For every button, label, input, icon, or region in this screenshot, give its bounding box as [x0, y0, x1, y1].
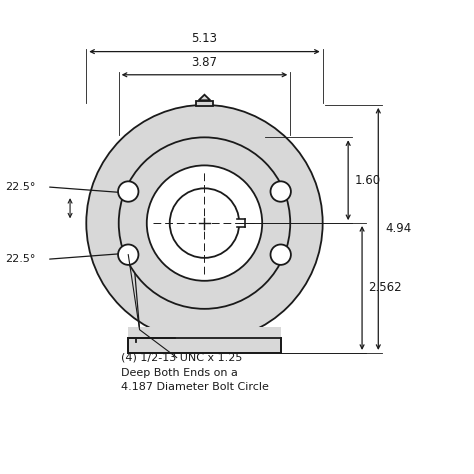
Circle shape [118, 182, 138, 202]
Circle shape [170, 188, 239, 258]
Polygon shape [199, 95, 210, 100]
Bar [196, 101, 213, 106]
Circle shape [118, 245, 138, 265]
Text: 22.5°: 22.5° [5, 182, 35, 192]
Text: 4.94: 4.94 [386, 222, 412, 236]
Text: 3.87: 3.87 [191, 56, 218, 69]
Text: 22.5°: 22.5° [5, 255, 35, 264]
Bar [128, 327, 281, 338]
Text: 1.60: 1.60 [354, 174, 380, 187]
Bar [237, 219, 247, 227]
Circle shape [147, 165, 262, 281]
Text: 5.13: 5.13 [191, 32, 218, 45]
Circle shape [86, 105, 323, 341]
Text: 2.562: 2.562 [368, 282, 402, 294]
Circle shape [118, 137, 290, 309]
Text: (4) 1/2-13 UNC x 1.25
Deep Both Ends on a
4.187 Diameter Bolt Circle: (4) 1/2-13 UNC x 1.25 Deep Both Ends on … [121, 353, 269, 392]
Circle shape [271, 182, 291, 202]
Circle shape [271, 245, 291, 265]
Bar [128, 337, 281, 353]
